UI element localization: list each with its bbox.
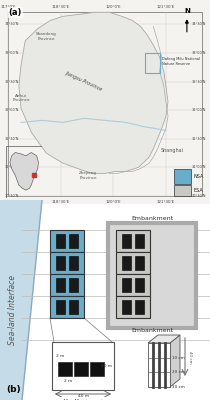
Text: 32°00'N: 32°00'N [192,108,206,112]
Bar [148,343,170,387]
Text: Embankment: Embankment [131,328,173,334]
Text: Jiangsu Province: Jiangsu Province [65,71,103,92]
Text: 2 m: 2 m [56,354,64,358]
Text: Dafeng Milu National
Nature Reserve: Dafeng Milu National Nature Reserve [162,57,200,66]
Text: Sea-land Interface: Sea-land Interface [8,275,17,345]
Text: 40 cm: 40 cm [188,351,192,363]
Text: 33°00'N: 33°00'N [4,51,18,55]
Text: 31°00'N: 31°00'N [192,165,206,169]
Bar [50,296,84,318]
Text: 40 m: 40 m [101,364,112,368]
Bar [56,300,65,314]
Text: N: N [184,8,190,14]
Bar [122,300,131,314]
Text: 30 cm: 30 cm [172,385,185,389]
Bar [50,252,84,274]
Text: (b): (b) [6,385,21,394]
Bar [135,234,144,248]
Text: 32°30'N: 32°30'N [4,80,18,84]
Text: 34°30'N: 34°30'N [4,22,18,26]
Bar [69,234,78,248]
Polygon shape [0,200,42,400]
Bar [145,53,160,74]
Bar [122,234,131,248]
Text: 40 m: 40 m [77,394,88,398]
Polygon shape [10,152,38,190]
Bar [69,256,78,270]
Bar [122,256,131,270]
Text: 31°00'N: 31°00'N [4,165,18,169]
Bar [52,342,114,390]
Bar [116,296,150,318]
Text: 33°00'N: 33°00'N [192,51,206,55]
Bar [56,234,65,248]
Text: 31°30'N: 31°30'N [192,137,206,141]
Text: 30°30'N: 30°30'N [4,194,18,198]
Text: 120°0'E: 120°0'E [106,200,121,204]
Text: (a): (a) [8,8,22,17]
Text: Zhejiang
Province: Zhejiang Province [79,171,97,180]
Text: 118°30'E: 118°30'E [52,200,70,204]
Bar [90,362,104,376]
Bar [50,274,84,296]
Bar [58,362,72,376]
Bar [122,278,131,292]
Bar [108,223,196,328]
Bar [116,230,150,252]
Text: 31°30'N: 31°30'N [4,137,18,141]
Bar [116,252,150,274]
Text: 40 × 40 m transect: 40 × 40 m transect [63,399,103,400]
Text: 121°30'E: 121°30'E [157,5,175,9]
Text: 32°00'N: 32°00'N [4,108,18,112]
Text: NSA: NSA [193,174,203,179]
Text: Shandong
Province: Shandong Province [36,32,56,41]
Text: 2 m: 2 m [64,379,72,383]
Text: 118°30'E: 118°30'E [52,5,70,9]
Bar [135,256,144,270]
Text: 121°30'E: 121°30'E [157,200,175,204]
Text: 117°0'E: 117°0'E [1,5,16,9]
Polygon shape [170,335,180,387]
Polygon shape [19,12,168,174]
Text: 117°0'E: 117°0'E [1,200,16,204]
Text: 10 cm: 10 cm [172,356,185,360]
Bar [69,300,78,314]
Bar [174,169,191,184]
Bar [50,230,84,252]
Bar [135,300,144,314]
Bar [56,256,65,270]
Bar [69,278,78,292]
Bar [116,274,150,296]
Bar [174,185,191,196]
Text: 20 cm: 20 cm [172,370,185,374]
Polygon shape [148,335,180,343]
Text: Anhui
Province: Anhui Province [12,94,30,102]
Bar [56,278,65,292]
Text: 34°30'N: 34°30'N [192,22,206,26]
Text: 32°30'N: 32°30'N [192,80,206,84]
Bar [74,362,88,376]
Bar [135,278,144,292]
Text: 120°0'E: 120°0'E [106,5,121,9]
Text: 30°30'N: 30°30'N [192,194,206,198]
Text: ESA: ESA [193,188,203,193]
Text: Shanghai: Shanghai [161,148,184,154]
Text: Embankment: Embankment [131,216,173,222]
